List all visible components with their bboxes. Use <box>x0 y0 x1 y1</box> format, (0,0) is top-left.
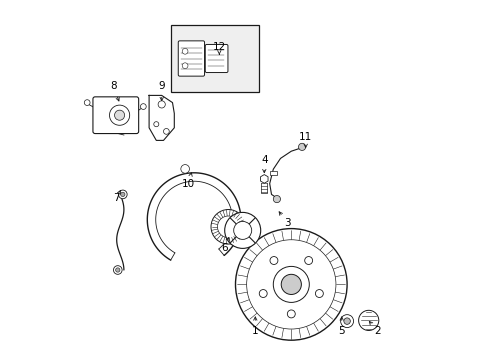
Circle shape <box>217 216 239 238</box>
Circle shape <box>181 165 189 173</box>
Circle shape <box>269 257 277 265</box>
Circle shape <box>182 63 187 68</box>
Circle shape <box>224 212 260 248</box>
Bar <box>270 171 276 175</box>
Text: 5: 5 <box>338 326 345 336</box>
Circle shape <box>114 110 124 120</box>
Circle shape <box>140 104 146 109</box>
Text: 11: 11 <box>299 132 312 142</box>
Circle shape <box>259 289 266 297</box>
Circle shape <box>273 195 280 203</box>
Text: 10: 10 <box>182 179 195 189</box>
Circle shape <box>315 289 323 297</box>
FancyBboxPatch shape <box>178 41 204 76</box>
Text: 7: 7 <box>113 193 120 203</box>
Text: 1: 1 <box>251 326 258 336</box>
Circle shape <box>358 310 378 330</box>
Circle shape <box>273 266 309 302</box>
FancyBboxPatch shape <box>93 97 139 134</box>
Polygon shape <box>260 175 267 183</box>
Circle shape <box>211 210 245 244</box>
Text: 8: 8 <box>110 81 116 91</box>
Circle shape <box>84 100 90 105</box>
Circle shape <box>115 268 120 272</box>
Circle shape <box>163 129 169 134</box>
Bar <box>170 25 258 92</box>
Text: 12: 12 <box>212 42 225 52</box>
Circle shape <box>298 143 305 150</box>
Circle shape <box>246 240 335 329</box>
Circle shape <box>121 192 125 197</box>
Circle shape <box>153 122 159 127</box>
Circle shape <box>158 101 165 108</box>
Circle shape <box>118 190 127 199</box>
Circle shape <box>281 274 301 294</box>
Circle shape <box>182 49 187 54</box>
Circle shape <box>304 257 312 265</box>
Circle shape <box>233 221 251 239</box>
Circle shape <box>113 266 122 274</box>
Text: 3: 3 <box>284 218 290 228</box>
Circle shape <box>235 229 346 340</box>
Text: 6: 6 <box>221 243 227 253</box>
Circle shape <box>287 310 295 318</box>
Circle shape <box>109 105 129 125</box>
Text: 9: 9 <box>158 81 164 91</box>
FancyBboxPatch shape <box>205 45 227 73</box>
Text: 4: 4 <box>261 155 267 165</box>
Circle shape <box>343 318 349 324</box>
Circle shape <box>340 315 353 328</box>
Text: 2: 2 <box>374 326 380 336</box>
